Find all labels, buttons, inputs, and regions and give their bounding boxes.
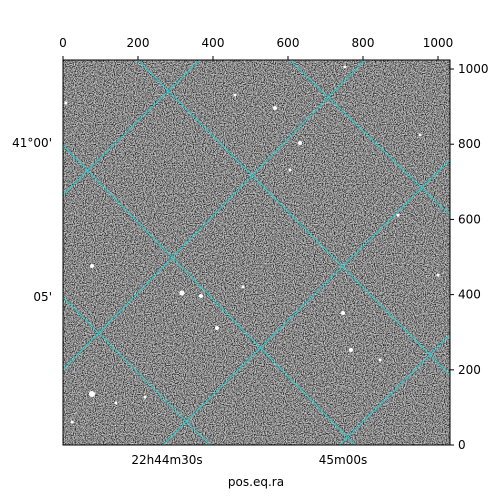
x-tick-label: 800 [352, 36, 375, 50]
x-axis-label: pos.eq.ra [228, 475, 284, 489]
y-tick-label: 600 [458, 212, 481, 226]
x-tick-label: 200 [127, 36, 150, 50]
x-tick-label: 0 [59, 36, 67, 50]
x-tick-label: 400 [202, 36, 225, 50]
y-tick-label: 0 [458, 438, 466, 452]
y-tick-label: 800 [458, 137, 481, 151]
dec-tick-label: 05' [33, 290, 52, 304]
ra-tick-label: 22h44m30s [131, 453, 202, 467]
x-tick-label: 1000 [423, 36, 454, 50]
stars [64, 65, 440, 424]
coordinate-grid [63, 60, 450, 445]
ra-tick-label: 45m00s [319, 453, 367, 467]
sky-image [63, 60, 450, 445]
y-tick-label: 400 [458, 288, 481, 302]
y-tick-label: 200 [458, 363, 481, 377]
dec-tick-label: 41°00' [12, 136, 52, 150]
x-tick-label: 600 [277, 36, 300, 50]
axes-frame [62, 59, 451, 446]
y-tick-label: 1000 [458, 62, 489, 76]
